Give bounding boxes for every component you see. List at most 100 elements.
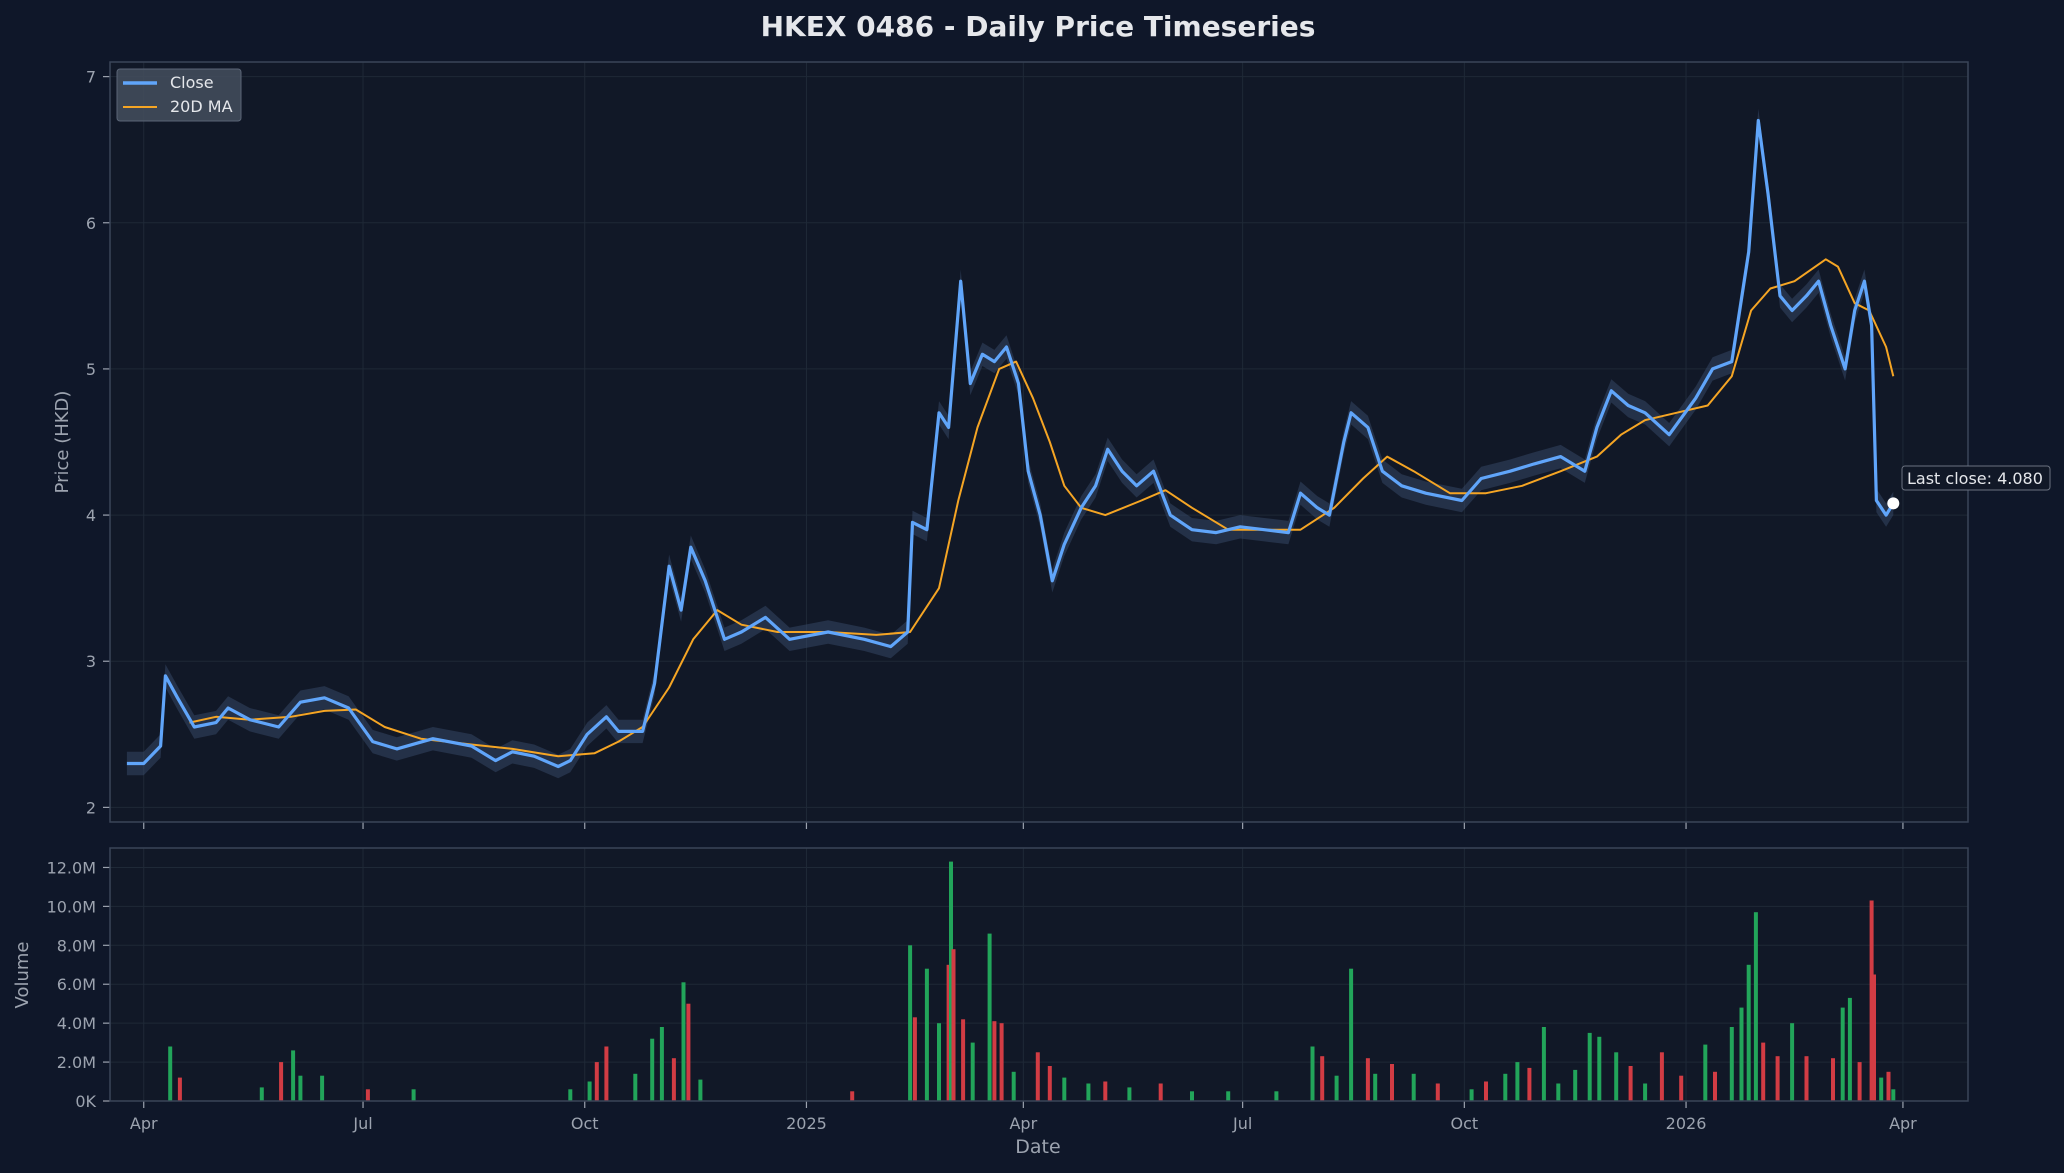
volume-bar [1274, 1091, 1279, 1101]
volume-bar [924, 968, 929, 1101]
volume-bar [999, 1023, 1004, 1101]
volume-bar [1373, 1073, 1378, 1101]
volume-bar [1761, 1042, 1766, 1101]
volume-bar [1729, 1027, 1734, 1101]
volume-bar [587, 1081, 592, 1101]
volume-bar [411, 1089, 416, 1101]
volume-y-tick-label: 8.0M [57, 936, 96, 955]
chart-title: HKEX 0486 - Daily Price Timeseries [761, 10, 1316, 43]
volume-bar [1310, 1046, 1315, 1101]
volume-bar [298, 1075, 303, 1101]
volume-bar [633, 1073, 638, 1101]
volume-bar [1679, 1075, 1684, 1101]
volume-panel: 0K 2.0M 4.0M 6.0M 8.0M 10.0M 12.0M Apr Jul Oct 20… [12, 847, 1969, 1158]
price-y-tick-label: 2 [86, 798, 96, 817]
volume-bars [168, 861, 1896, 1101]
volume-bar [1790, 1023, 1795, 1101]
legend-close-label: Close [170, 73, 214, 92]
price-y-tick-label: 3 [86, 652, 96, 671]
volume-bar [1334, 1075, 1339, 1101]
volume-bar [177, 1077, 182, 1101]
price-panel: 2 3 4 5 6 7 Price (HKD) Close 20D MA Last clo… [52, 61, 2051, 829]
volume-bar [987, 933, 992, 1101]
volume-bar [1703, 1044, 1708, 1101]
last-close-annotation: Last close: 4.080 [1887, 465, 2051, 510]
volume-bar [168, 1046, 173, 1101]
legend-ma-label: 20D MA [170, 97, 233, 116]
volume-bar [1597, 1036, 1602, 1101]
volume-bar [1469, 1089, 1474, 1101]
volume-bar [681, 982, 686, 1101]
volume-bar [937, 1023, 941, 1101]
volume-bar [1226, 1091, 1231, 1101]
volume-bar [1365, 1058, 1370, 1101]
price-y-tick-label: 7 [86, 68, 96, 87]
x-tick-label: Oct [1451, 1114, 1479, 1133]
volume-bar [1775, 1056, 1780, 1101]
volume-bar [1190, 1091, 1194, 1101]
volume-bar [1869, 900, 1874, 1101]
x-tick-label: 2025 [786, 1114, 827, 1133]
volume-bar [1503, 1073, 1508, 1101]
volume-bar [279, 1062, 284, 1101]
legend: Close 20D MA [116, 68, 242, 122]
volume-bar [1320, 1056, 1325, 1101]
volume-bar [1628, 1066, 1633, 1101]
volume-bar [320, 1075, 325, 1101]
last-close-label: Last close: 4.080 [1907, 469, 2043, 488]
price-x-ticks [143, 822, 1904, 829]
volume-bar [1349, 968, 1354, 1101]
last-close-box [1901, 465, 2051, 491]
volume-bar [1891, 1089, 1896, 1101]
volume-y-tick-label: 12.0M [47, 858, 96, 877]
volume-bar [970, 1042, 975, 1101]
volume-bar [1435, 1083, 1440, 1101]
volume-bar [1659, 1052, 1664, 1101]
volume-bar [961, 1019, 966, 1101]
volume-plot-frame [109, 847, 1969, 1102]
volume-bar [259, 1087, 264, 1101]
price-y-tick-label: 4 [86, 506, 96, 525]
x-axis: Apr Jul Oct 2025 Apr Jul Oct 2026 Apr [130, 1101, 1917, 1133]
volume-y-tick-label: 0K [75, 1092, 96, 1111]
volume-y-tick-label: 6.0M [57, 975, 96, 994]
volume-bar [1556, 1083, 1561, 1101]
volume-bar [1804, 1056, 1809, 1101]
volume-bar [1643, 1083, 1648, 1101]
volume-bar [1713, 1071, 1717, 1101]
volume-bar [671, 1058, 676, 1101]
x-tick-label: Oct [571, 1114, 599, 1133]
volume-bar [1127, 1087, 1132, 1101]
volume-bar [1886, 1071, 1891, 1101]
close-range-band [126, 108, 1894, 779]
volume-y-tick-label: 10.0M [47, 897, 96, 916]
volume-bar [1103, 1081, 1108, 1101]
price-y-axis: 2 3 4 5 6 7 [86, 68, 110, 817]
volume-bar [568, 1089, 573, 1101]
volume-bar [949, 861, 953, 1101]
volume-bar [659, 1027, 664, 1101]
volume-bar [1515, 1062, 1520, 1101]
volume-bar [698, 1079, 703, 1101]
volume-y-tick-label: 4.0M [57, 1014, 96, 1033]
volume-bar [1158, 1083, 1163, 1101]
volume-y-tick-label: 2.0M [57, 1053, 96, 1072]
last-close-marker [1887, 497, 1900, 510]
x-axis-label: Date [1015, 1136, 1060, 1158]
price-y-axis-label: Price (HKD) [52, 391, 73, 494]
volume-bar [1390, 1064, 1394, 1101]
volume-bar [992, 1021, 997, 1101]
volume-bar [604, 1046, 609, 1101]
volume-bar [1086, 1083, 1091, 1101]
volume-bar [912, 1017, 917, 1101]
x-tick-label: Jul [1232, 1114, 1252, 1133]
volume-bar [1857, 1062, 1862, 1101]
volume-bar [1411, 1073, 1416, 1101]
volume-bar [1035, 1052, 1040, 1101]
x-tick-label: Jul [352, 1114, 372, 1133]
price-plot-area [110, 62, 1968, 822]
volume-bar [1047, 1066, 1052, 1101]
volume-bar [1847, 997, 1852, 1101]
volume-bar [650, 1038, 655, 1101]
